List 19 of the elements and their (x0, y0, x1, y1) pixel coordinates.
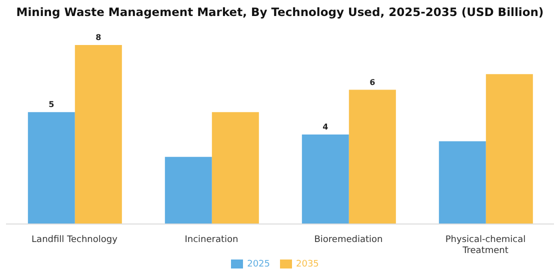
bar (438, 141, 486, 224)
bar (302, 134, 349, 224)
bar (348, 90, 396, 224)
data-label: 4 (322, 122, 329, 132)
bar (74, 45, 122, 224)
x-tick-label: Landfill Technology (32, 235, 118, 245)
data-label: 5 (48, 100, 55, 110)
bar (28, 112, 75, 224)
legend-label: 2025 (247, 259, 270, 270)
legend-label: 2035 (296, 259, 319, 270)
x-tick-label: Incineration (184, 235, 238, 245)
bar (164, 156, 212, 224)
data-label: 8 (96, 33, 102, 42)
bar (486, 74, 533, 224)
data-label: 6 (370, 78, 376, 87)
x-tick-label: Physical-chemical Treatment (445, 235, 526, 256)
x-tick-label: Bioremediation (314, 235, 383, 245)
chart-title: Mining Waste Management Market, By Technology Used, 2025-2035 (USD Billion) (15, 4, 545, 21)
bar (212, 112, 259, 224)
